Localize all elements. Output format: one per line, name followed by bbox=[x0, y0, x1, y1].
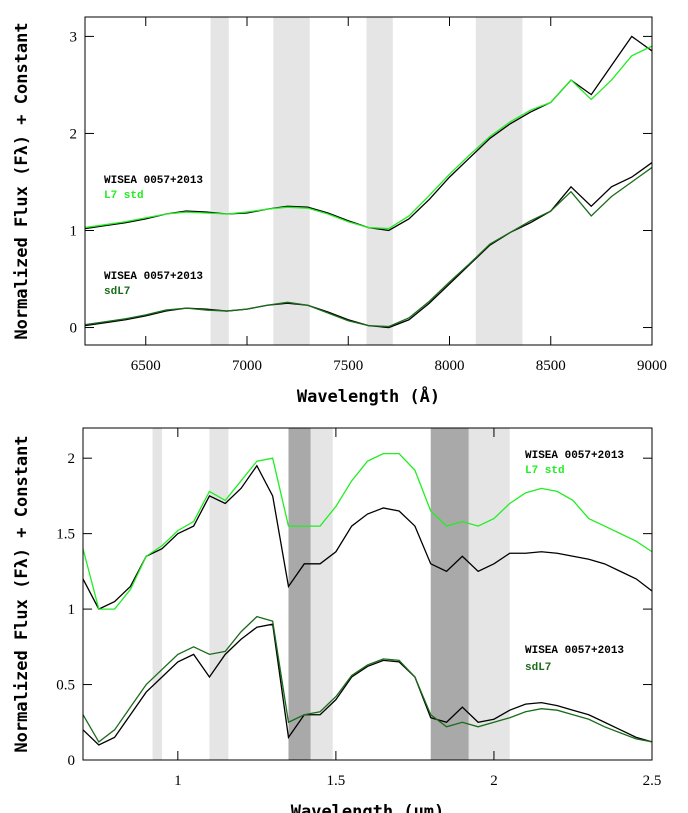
x-axis-label: Wavelength (Å) bbox=[297, 384, 440, 407]
y-tick-label: 0.5 bbox=[56, 678, 75, 694]
spectrum-line bbox=[84, 166, 653, 328]
shaded-band bbox=[210, 17, 229, 345]
y-axis-label: Normalized Flux (Fλ) + Constant bbox=[12, 22, 32, 339]
x-tick-label: 2 bbox=[490, 773, 498, 789]
series-label: L7 std bbox=[525, 465, 565, 477]
x-tick-label: 1 bbox=[174, 773, 182, 789]
shaded-band bbox=[468, 428, 510, 760]
x-tick-label: 1.5 bbox=[327, 773, 346, 789]
spectrum-line bbox=[84, 45, 653, 230]
shaded-band bbox=[366, 17, 393, 345]
x-tick-label: 8000 bbox=[435, 358, 465, 374]
shaded-band bbox=[273, 17, 310, 345]
y-tick-label: 1 bbox=[68, 602, 76, 618]
shaded-band bbox=[475, 17, 523, 345]
y-tick-label: 1 bbox=[70, 223, 78, 239]
y-tick-label: 0 bbox=[70, 321, 78, 337]
y-tick-label: 2 bbox=[68, 451, 76, 467]
spectrum-line bbox=[82, 615, 653, 743]
shaded-band bbox=[288, 428, 311, 760]
x-axis-label: Wavelength (μm) bbox=[291, 802, 445, 813]
y-tick-label: 0 bbox=[68, 753, 76, 769]
x-tick-label: 7500 bbox=[333, 358, 363, 374]
series-label: sdL7 bbox=[525, 662, 551, 674]
x-tick-label: 2.5 bbox=[643, 773, 662, 789]
series-label: WISEA 0057+2013 bbox=[104, 175, 203, 187]
shaded-band bbox=[152, 428, 163, 760]
plot-frame bbox=[84, 16, 653, 346]
spectrum-line bbox=[82, 453, 653, 610]
shaded-band bbox=[209, 428, 229, 760]
x-tick-label: 6500 bbox=[131, 358, 161, 374]
x-tick-label: 7000 bbox=[232, 358, 262, 374]
spectrum-line bbox=[82, 623, 653, 746]
x-tick-label: 8500 bbox=[536, 358, 566, 374]
shaded-band bbox=[310, 428, 333, 760]
y-axis-label: Normalized Flux (Fλ) + Constant bbox=[12, 435, 32, 752]
series-label: sdL7 bbox=[104, 286, 130, 298]
series-label: L7 std bbox=[104, 190, 144, 202]
y-tick-label: 3 bbox=[70, 29, 78, 45]
series-label: WISEA 0057+2013 bbox=[104, 271, 203, 283]
shaded-band bbox=[430, 428, 469, 760]
y-tick-label: 1.5 bbox=[56, 527, 75, 543]
x-tick-label: 9000 bbox=[637, 358, 667, 374]
series-label: WISEA 0057+2013 bbox=[525, 450, 624, 462]
plot-frame bbox=[82, 427, 653, 761]
y-tick-label: 2 bbox=[70, 126, 78, 142]
spectrum-line bbox=[82, 464, 653, 610]
series-label: WISEA 0057+2013 bbox=[525, 645, 624, 657]
